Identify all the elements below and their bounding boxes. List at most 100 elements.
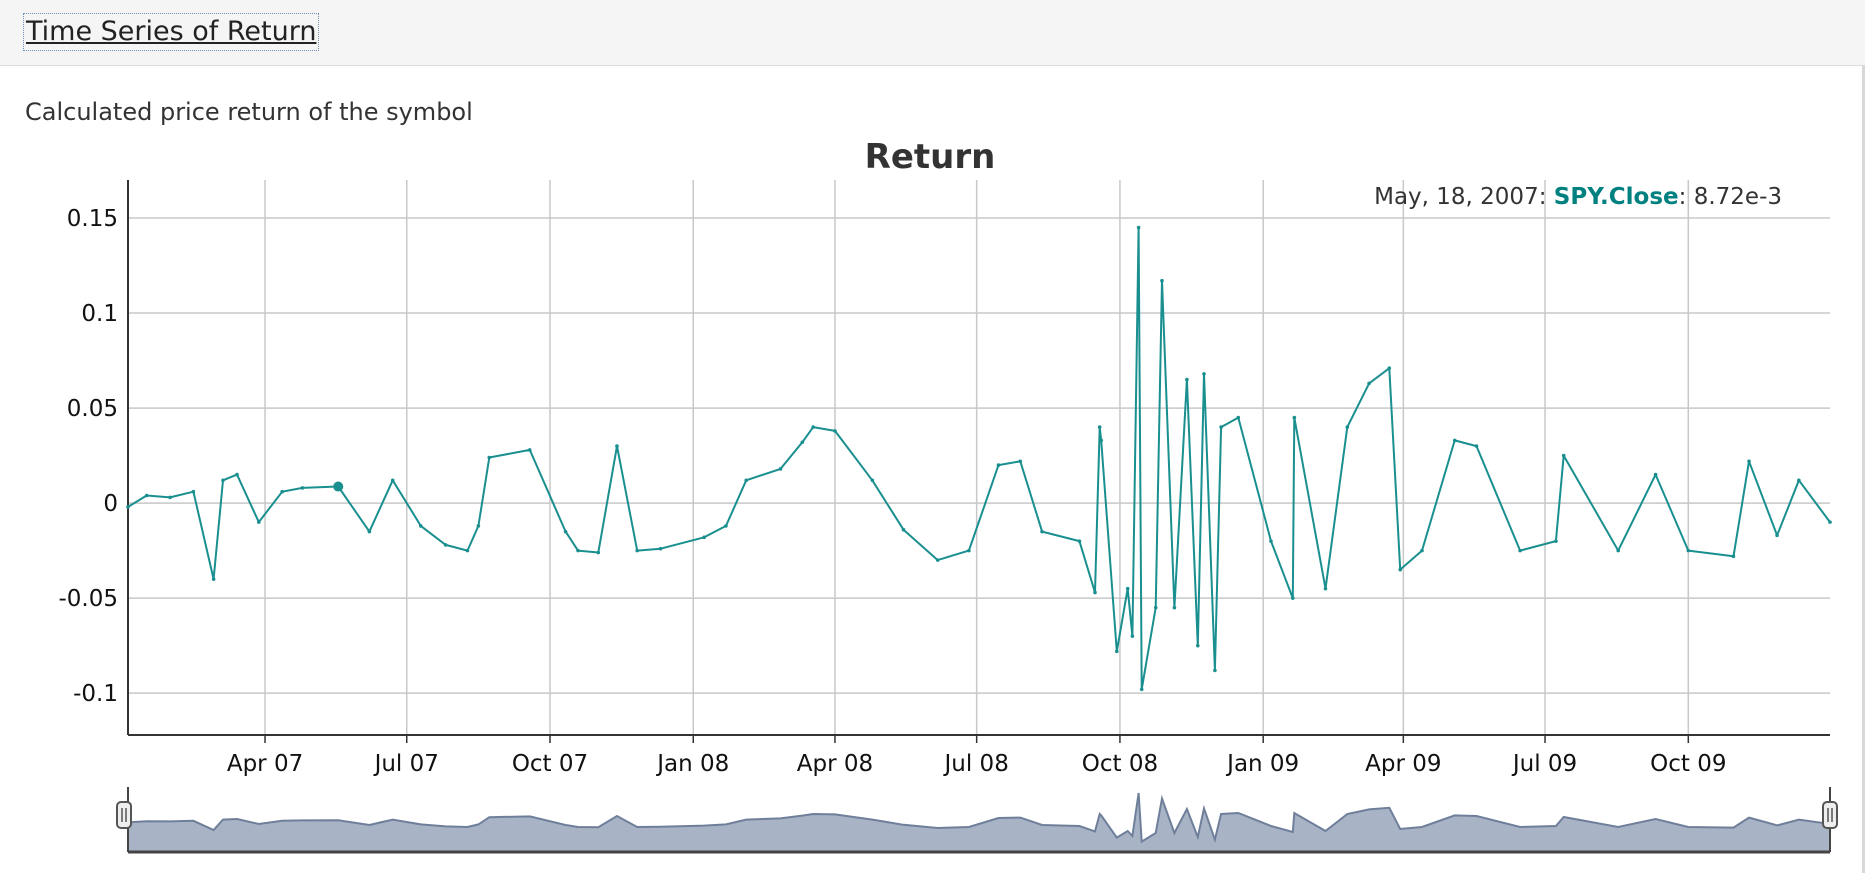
y-axis-ticks: 0.15 0.1 0.05 0 -0.05 -0.1 <box>58 206 118 707</box>
data-point <box>443 543 448 547</box>
data-point <box>901 527 906 532</box>
data-point <box>390 478 395 483</box>
data-point <box>168 495 172 500</box>
data-point <box>235 472 239 477</box>
range-selector[interactable] <box>116 787 1838 854</box>
x-tick-label: Jul 08 <box>943 751 1009 777</box>
legend-colon-1: : <box>1539 184 1554 210</box>
range-handle-left[interactable] <box>116 801 132 829</box>
data-point <box>1686 548 1691 553</box>
data-point <box>563 529 568 534</box>
data-point <box>1172 605 1177 610</box>
data-point <box>487 455 492 460</box>
data-point <box>1202 372 1206 376</box>
data-point <box>527 448 532 452</box>
data-point <box>1040 529 1044 534</box>
scrollbar-track[interactable] <box>1862 66 1865 873</box>
range-selector-area <box>128 793 1830 852</box>
highlight-point <box>333 481 344 492</box>
data-point <box>1130 634 1135 638</box>
data-point <box>300 486 305 490</box>
data-point <box>1290 596 1295 600</box>
data-point <box>280 489 284 494</box>
data-point <box>1236 415 1241 420</box>
data-point <box>935 558 940 562</box>
legend: May, 18, 2007: SPY.Close: 8.72e-3 <box>1374 184 1782 210</box>
data-point <box>596 550 601 555</box>
y-tick-label: 0 <box>103 491 118 517</box>
data-point <box>1195 643 1200 648</box>
data-point <box>1561 453 1566 458</box>
data-point <box>778 467 783 471</box>
data-point <box>996 463 1001 467</box>
data-point <box>1097 425 1102 429</box>
legend-value: 8.72e-3 <box>1694 184 1782 210</box>
data-point <box>1160 278 1164 283</box>
data-point <box>257 520 261 524</box>
data-point <box>1398 567 1403 572</box>
data-point <box>144 493 149 498</box>
data-point <box>1125 586 1130 591</box>
data-point <box>1828 520 1832 524</box>
data-point <box>1616 548 1621 553</box>
data-point <box>1292 415 1297 420</box>
data-point <box>476 524 481 528</box>
x-tick-label: Jan 09 <box>1225 751 1299 777</box>
x-tick-label: Jul 07 <box>373 751 439 777</box>
data-point <box>724 524 728 528</box>
data-point <box>1452 438 1457 443</box>
panel-header: Time Series of Return <box>0 0 1865 66</box>
x-tick-label: Apr 07 <box>227 751 303 777</box>
data-point <box>367 529 372 534</box>
chart-title: Return <box>865 137 996 177</box>
data-point <box>744 478 749 483</box>
x-tick-label: Oct 09 <box>1650 751 1726 777</box>
data-point <box>126 505 130 509</box>
series-spy-close[interactable] <box>127 226 1831 691</box>
data-point <box>1323 586 1328 591</box>
x-tick-label: Apr 08 <box>797 751 873 777</box>
y-tick-label: 0.15 <box>67 206 118 232</box>
x-tick-label: Oct 07 <box>512 751 588 777</box>
range-selector-line <box>127 792 1831 844</box>
range-handle-right[interactable] <box>1822 801 1838 829</box>
panel-title[interactable]: Time Series of Return <box>22 13 320 51</box>
data-point <box>1093 590 1097 595</box>
data-point <box>1474 444 1479 448</box>
data-point <box>1345 425 1350 429</box>
data-point <box>1518 548 1522 553</box>
x-axis-ticks: Apr 07 Jul 07 Oct 07 Jan 08 Apr 08 Jul 08 Oct … <box>227 735 1726 777</box>
x-tick-label: Jul 09 <box>1511 751 1577 777</box>
data-point <box>870 478 875 483</box>
data-point <box>702 535 706 540</box>
data-point <box>1775 533 1779 538</box>
data-point <box>1653 472 1658 477</box>
panel-description: Calculated price return of the symbol <box>25 98 473 126</box>
x-tick-label: Apr 09 <box>1365 751 1441 777</box>
data-point <box>1139 687 1144 692</box>
data-point <box>465 548 470 553</box>
data-point <box>615 444 619 448</box>
data-point <box>1099 438 1104 443</box>
x-tick-label: Oct 08 <box>1082 751 1158 777</box>
data-point <box>1153 605 1158 610</box>
y-tick-label: 0.05 <box>67 396 118 422</box>
data-point <box>1367 381 1371 386</box>
data-point <box>211 577 216 581</box>
data-point <box>1797 478 1801 483</box>
data-point <box>1420 548 1424 553</box>
data-point <box>221 478 225 483</box>
grid <box>128 180 1830 735</box>
data-point <box>1077 539 1082 543</box>
data-point <box>1219 425 1223 429</box>
data-point <box>1269 539 1273 543</box>
x-tick-label: Jan 08 <box>655 751 729 777</box>
data-point <box>635 548 639 553</box>
data-point <box>1747 459 1751 464</box>
data-point <box>1018 459 1023 464</box>
data-point <box>967 548 971 553</box>
y-tick-label: -0.05 <box>58 586 118 612</box>
data-point <box>1115 649 1119 654</box>
data-point <box>658 546 663 551</box>
data-point <box>1185 377 1189 382</box>
